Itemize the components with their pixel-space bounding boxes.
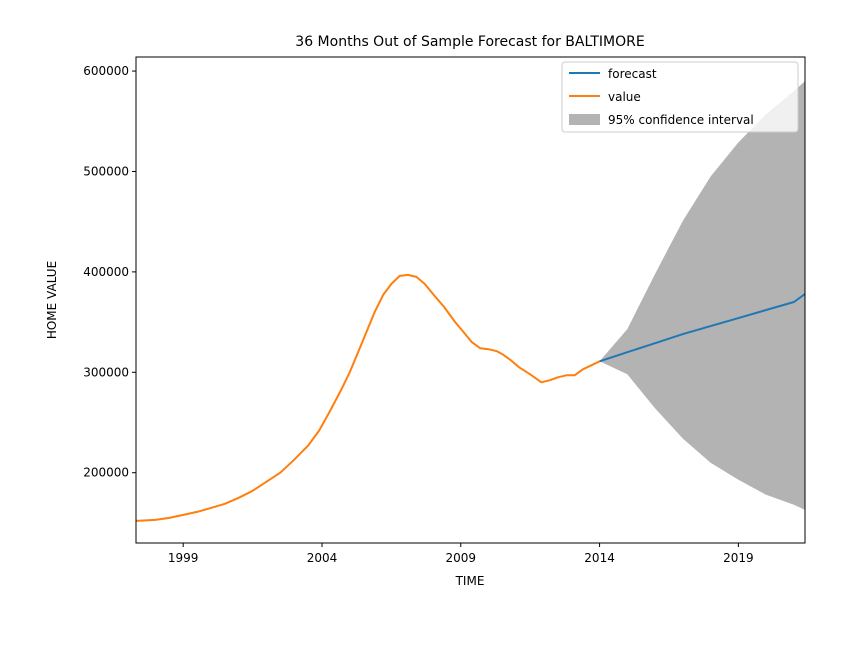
x-tick-label: 2019 [723, 551, 754, 565]
y-axis-label: HOME VALUE [45, 261, 59, 339]
x-axis-label: TIME [455, 574, 485, 588]
y-tick-label: 500000 [83, 164, 129, 178]
legend-ci-label: 95% confidence interval [608, 113, 754, 127]
plot-frame [135, 56, 806, 544]
legend-ci-swatch [569, 114, 600, 125]
x-tick-label: 2014 [584, 551, 615, 565]
x-tick-label: 2004 [307, 551, 338, 565]
forecast-line [599, 293, 806, 363]
confidence-interval-band [599, 81, 805, 510]
legend: forecast value 95% confidence interval [561, 61, 799, 133]
chart-title: 36 Months Out of Sample Forecast for BAL… [295, 34, 644, 50]
legend-box [561, 61, 799, 133]
x-axis: 1999 2004 2009 2014 2019 [168, 543, 754, 565]
legend-value-label: value [608, 90, 641, 104]
y-tick-label: 400000 [83, 265, 129, 279]
y-tick-label: 300000 [83, 365, 129, 379]
legend-forecast-label: forecast [608, 67, 657, 81]
plot-area [135, 81, 806, 522]
y-tick-label: 600000 [83, 64, 129, 78]
y-axis: 200000 300000 400000 500000 600000 [83, 64, 136, 480]
x-tick-label: 2009 [446, 551, 477, 565]
y-tick-label: 200000 [83, 466, 129, 480]
value-line [135, 273, 601, 522]
x-tick-label: 1999 [168, 551, 199, 565]
